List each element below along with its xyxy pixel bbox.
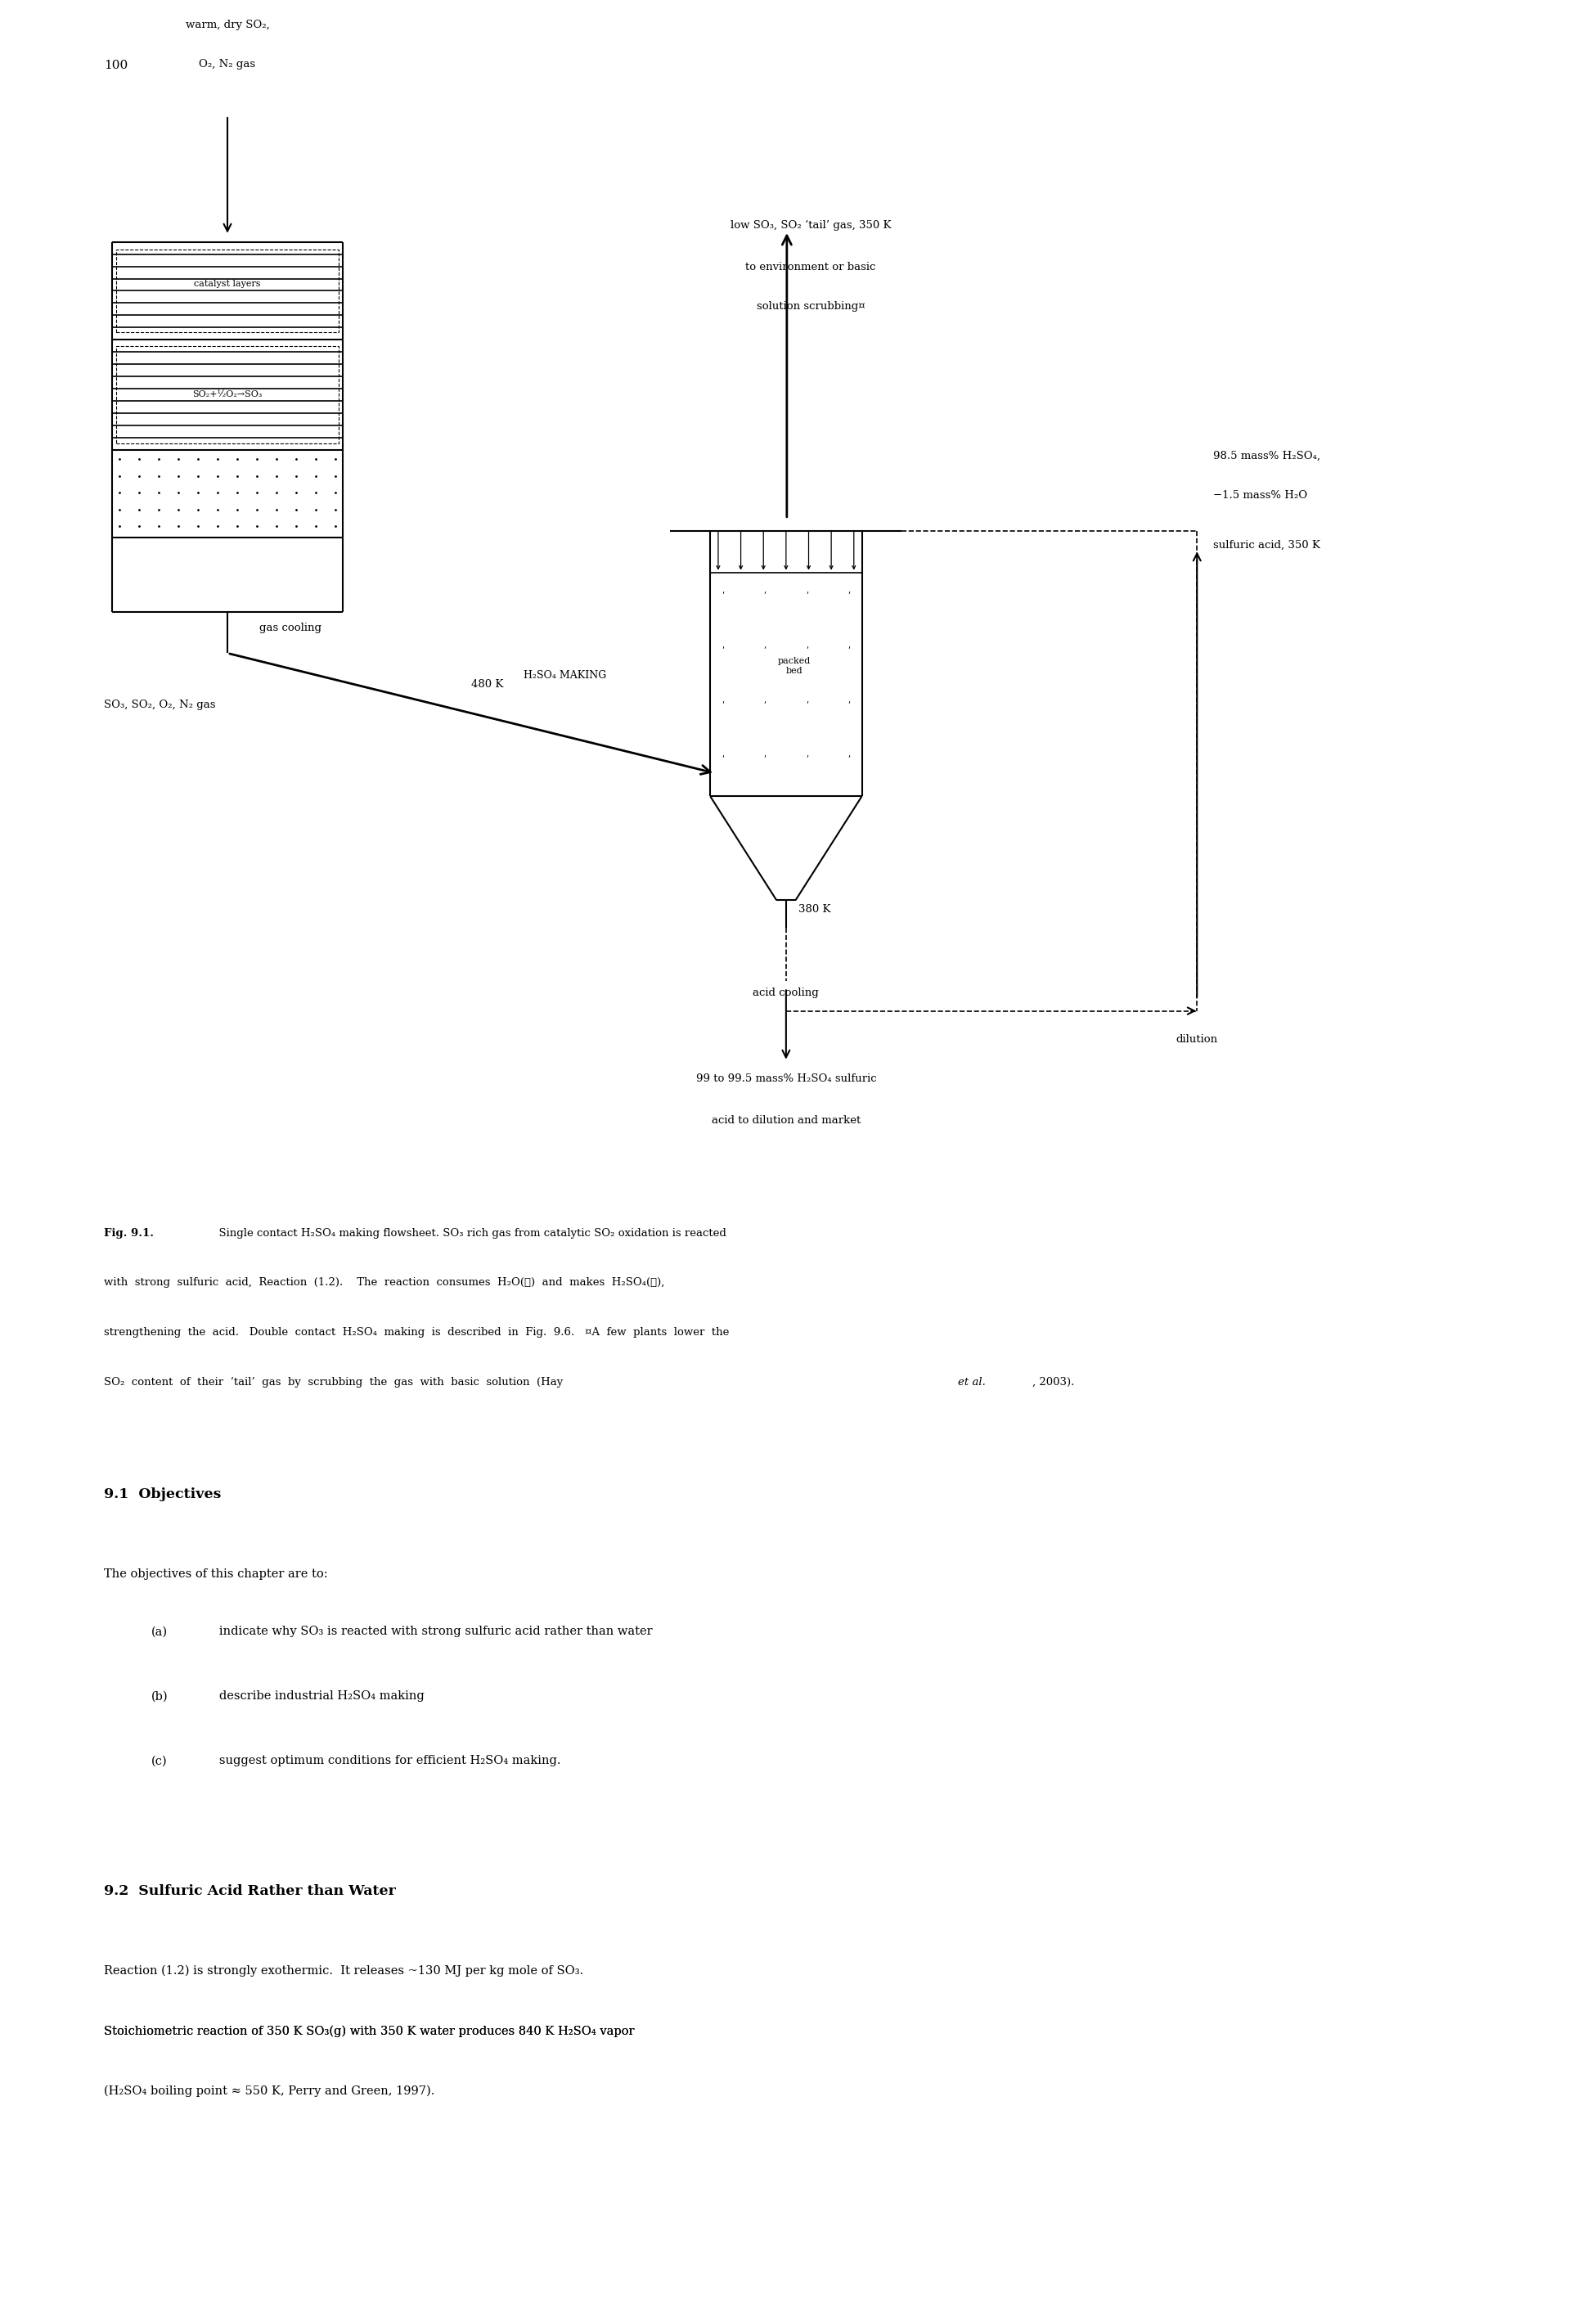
- Text: ,: ,: [721, 697, 725, 704]
- Text: packed
bed: packed bed: [777, 658, 811, 674]
- Text: H₂SO₄ MAKING: H₂SO₄ MAKING: [523, 669, 606, 681]
- Text: ,: ,: [847, 750, 851, 759]
- Text: catalyst layers: catalyst layers: [195, 279, 260, 288]
- Text: strengthening  the  acid.   Double  contact  H₂SO₄  making  is  described  in  F: strengthening the acid. Double contact H…: [104, 1327, 729, 1339]
- Text: SO₂+½O₂→SO₃: SO₂+½O₂→SO₃: [193, 390, 262, 399]
- Text: (a): (a): [152, 1625, 168, 1636]
- Text: et al.: et al.: [958, 1376, 985, 1387]
- Text: 100: 100: [104, 60, 128, 72]
- Text: (H₂SO₄ boiling point ≈ 550 K, Perry and Green, 1997).: (H₂SO₄ boiling point ≈ 550 K, Perry and …: [104, 2086, 434, 2098]
- Text: sulfuric acid, 350 K: sulfuric acid, 350 K: [1213, 540, 1320, 552]
- Text: ,: ,: [847, 697, 851, 704]
- Text: Reaction (1.2) is strongly exothermic.  It releases ~130 MJ per kg mole of SO₃.: Reaction (1.2) is strongly exothermic. I…: [104, 1966, 583, 1978]
- Text: ,: ,: [806, 697, 808, 704]
- Text: ,: ,: [721, 642, 725, 649]
- Bar: [117, 346, 338, 443]
- Text: to environment or basic: to environment or basic: [745, 261, 876, 272]
- Text: gas cooling: gas cooling: [259, 623, 321, 632]
- Text: Fig. 9.1.: Fig. 9.1.: [104, 1228, 153, 1239]
- Text: indicate why SO₃ is reacted with strong sulfuric acid rather than water: indicate why SO₃ is reacted with strong …: [207, 1625, 653, 1636]
- Text: 9.2  Sulfuric Acid Rather than Water: 9.2 Sulfuric Acid Rather than Water: [104, 1883, 396, 1899]
- Text: SO₂  content  of  their  ‘tail’  gas  by  scrubbing  the  gas  with  basic  solu: SO₂ content of their ‘tail’ gas by scrub…: [104, 1376, 570, 1387]
- Text: ,: ,: [806, 642, 808, 649]
- Text: dilution: dilution: [1176, 1034, 1218, 1046]
- Text: (c): (c): [152, 1756, 168, 1766]
- Text: The objectives of this chapter are to:: The objectives of this chapter are to:: [104, 1569, 327, 1579]
- Text: ,: ,: [721, 750, 725, 759]
- Text: ,: ,: [764, 750, 766, 759]
- Text: 99 to 99.5 mass% H₂SO₄ sulfuric: 99 to 99.5 mass% H₂SO₄ sulfuric: [696, 1073, 876, 1085]
- Text: (b): (b): [152, 1689, 169, 1701]
- Text: Stoichiometric reaction of 350 K SO₃(g) with 350 K water produces 840 K H₂SO₄ va: Stoichiometric reaction of 350 K SO₃(g) …: [104, 2026, 634, 2038]
- Text: ,: ,: [764, 642, 766, 649]
- Text: acid to dilution and market: acid to dilution and market: [712, 1115, 860, 1126]
- Text: −1.5 mass% H₂O: −1.5 mass% H₂O: [1213, 489, 1307, 501]
- Text: ,: ,: [721, 586, 725, 595]
- Text: with  strong  sulfuric  acid,  Reaction  (1.2).    The  reaction  consumes  H₂O(: with strong sulfuric acid, Reaction (1.2…: [104, 1276, 664, 1288]
- Text: 480 K: 480 K: [471, 679, 503, 690]
- Text: , 2003).: , 2003).: [1033, 1376, 1074, 1387]
- Text: Single contact H₂SO₄ making flowsheet. SO₃ rich gas from catalytic SO₂ oxidation: Single contact H₂SO₄ making flowsheet. S…: [212, 1228, 726, 1239]
- Text: ,: ,: [847, 642, 851, 649]
- Text: ,: ,: [806, 750, 808, 759]
- Bar: [117, 249, 338, 332]
- Text: low SO₃, SO₂ ‘tail’ gas, 350 K: low SO₃, SO₂ ‘tail’ gas, 350 K: [731, 219, 891, 231]
- Text: Stoichiometric reaction of 350 K SO₃(g) with 350 K water produces 840 K H₂SO₄ va: Stoichiometric reaction of 350 K SO₃(g) …: [104, 2026, 634, 2038]
- Text: 98.5 mass% H₂SO₄,: 98.5 mass% H₂SO₄,: [1213, 450, 1320, 462]
- Text: ,: ,: [764, 697, 766, 704]
- Text: ,: ,: [806, 586, 808, 595]
- Text: ,: ,: [764, 586, 766, 595]
- Text: solution scrubbing¤: solution scrubbing¤: [757, 300, 865, 312]
- Text: 9.1  Objectives: 9.1 Objectives: [104, 1489, 220, 1503]
- Text: 380 K: 380 K: [798, 905, 832, 914]
- Text: warm, dry SO₂,: warm, dry SO₂,: [185, 18, 270, 30]
- Text: suggest optimum conditions for efficient H₂SO₄ making.: suggest optimum conditions for efficient…: [207, 1756, 560, 1766]
- Text: describe industrial H₂SO₄ making: describe industrial H₂SO₄ making: [207, 1689, 425, 1701]
- Text: acid cooling: acid cooling: [753, 988, 819, 999]
- Text: O₂, N₂ gas: O₂, N₂ gas: [200, 58, 255, 69]
- Text: ,: ,: [847, 586, 851, 595]
- Text: SO₃, SO₂, O₂, N₂ gas: SO₃, SO₂, O₂, N₂ gas: [104, 699, 215, 711]
